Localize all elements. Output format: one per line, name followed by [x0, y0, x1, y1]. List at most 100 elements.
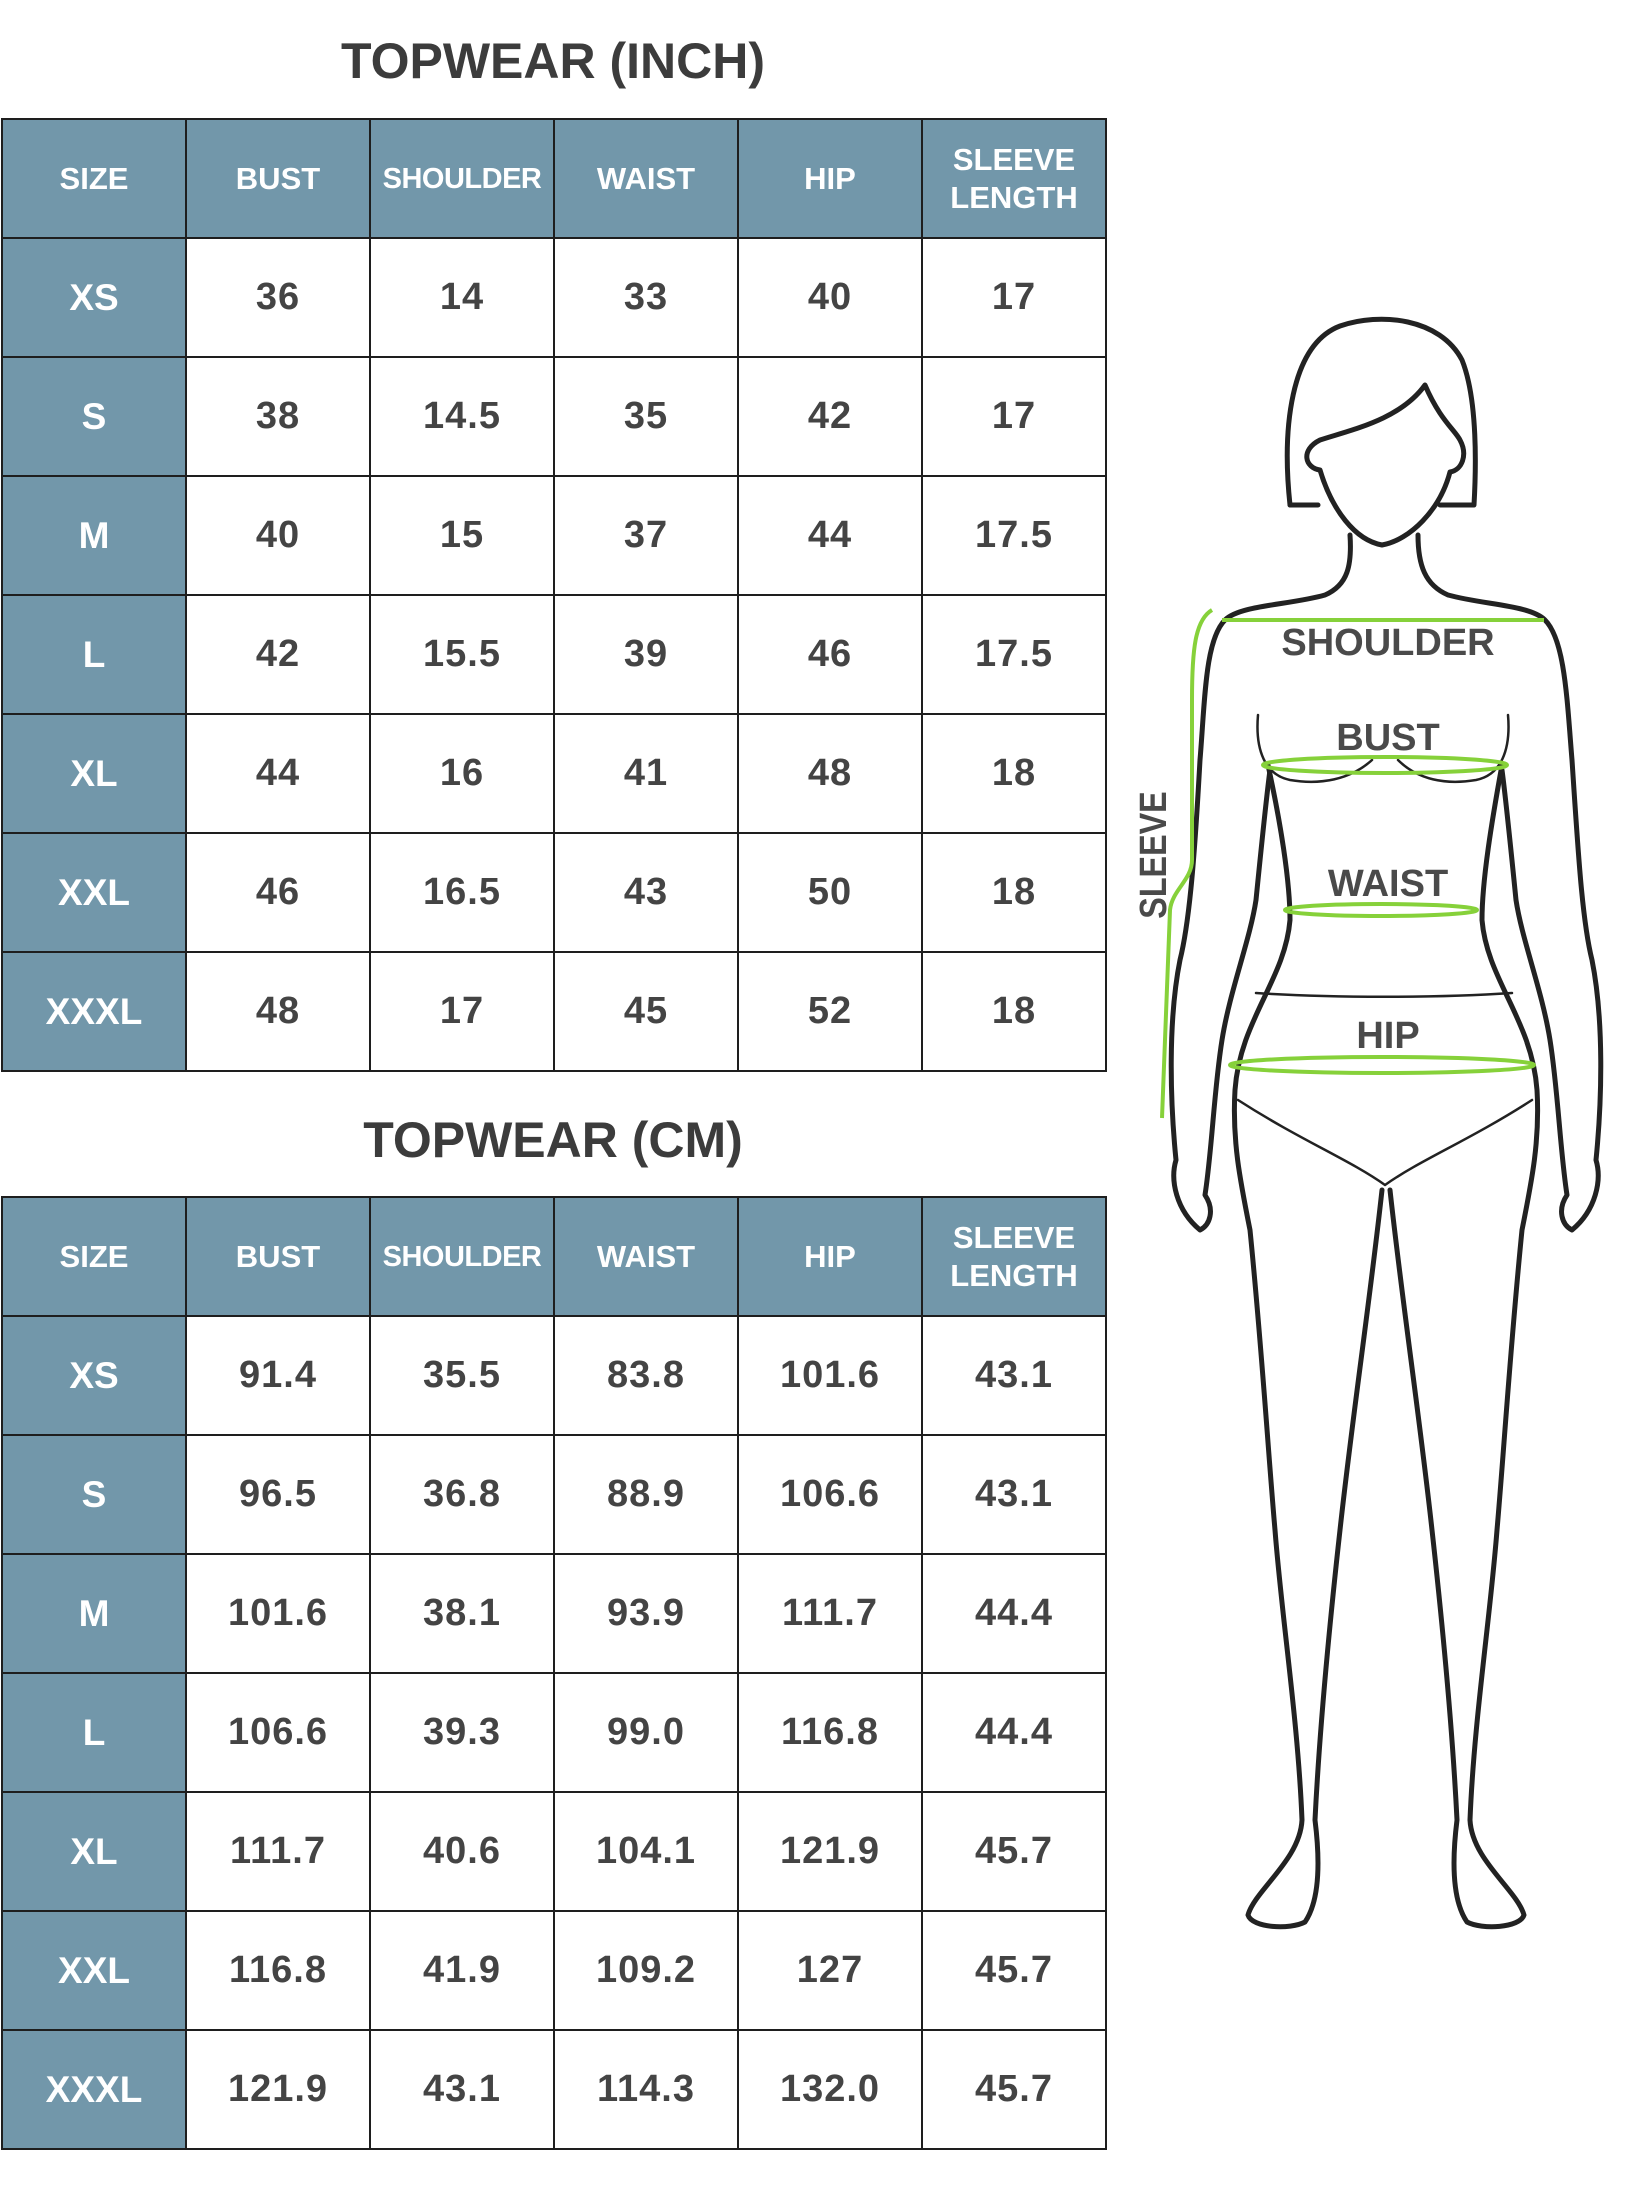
- measurement-cell: 17: [369, 951, 555, 1072]
- header-row: SIZE BUST SHOULDER WAIST HIP SLEEVE LENGTH: [1, 1196, 1107, 1317]
- measurement-cell: 96.5: [185, 1434, 371, 1555]
- measurement-cell: 132.0: [737, 2029, 923, 2150]
- measurement-cell: 45.7: [921, 1791, 1107, 1912]
- column-header: WAIST: [553, 1196, 739, 1317]
- measurement-cell: 46: [185, 832, 371, 953]
- measurement-cell: 101.6: [185, 1553, 371, 1674]
- measurement-cell: 88.9: [553, 1434, 739, 1555]
- measurement-cell: 48: [185, 951, 371, 1072]
- size-cell: XS: [1, 1315, 187, 1436]
- size-cell: XXL: [1, 1910, 187, 2031]
- measurement-cell: 40.6: [369, 1791, 555, 1912]
- measurement-cell: 45: [553, 951, 739, 1072]
- measurement-cell: 106.6: [737, 1434, 923, 1555]
- measurement-lines: [1160, 608, 1544, 1119]
- sleeve-label: SLEEVE: [1133, 791, 1175, 918]
- measurement-cell: 43: [553, 832, 739, 953]
- measurement-cell: 114.3: [553, 2029, 739, 2150]
- measurement-cell: 36.8: [369, 1434, 555, 1555]
- measurement-cell: 17: [921, 237, 1107, 358]
- measurement-cell: 42: [737, 356, 923, 477]
- column-header: SLEEVE LENGTH: [921, 1196, 1107, 1317]
- measurement-cell: 39: [553, 594, 739, 715]
- measurement-cell: 18: [921, 713, 1107, 834]
- bust-label: BUST: [1336, 717, 1439, 759]
- table-title-cm: TOPWEAR (CM): [363, 1112, 743, 1168]
- measurement-cell: 109.2: [553, 1910, 739, 2031]
- size-table-cm: SIZE BUST SHOULDER WAIST HIP SLEEVE LENGTH XS 91…: [1, 1196, 1107, 2150]
- measurement-cell: 35.5: [369, 1315, 555, 1436]
- measurement-cell: 116.8: [737, 1672, 923, 1793]
- measurement-cell: 15: [369, 475, 555, 596]
- measurement-cell: 36: [185, 237, 371, 358]
- measurement-cell: 17: [921, 356, 1107, 477]
- measurement-cell: 46: [737, 594, 923, 715]
- column-header: BUST: [185, 1196, 371, 1317]
- measurement-cell: 111.7: [737, 1553, 923, 1674]
- size-cell: XXXL: [1, 2029, 187, 2150]
- body-outline: [1168, 316, 1604, 1930]
- column-header: SIZE: [1, 118, 187, 239]
- size-cell: M: [1, 1553, 187, 1674]
- column-header: SHOULDER: [369, 1196, 555, 1317]
- column-header: WAIST: [553, 118, 739, 239]
- size-cell: XL: [1, 713, 187, 834]
- size-cell: L: [1, 594, 187, 715]
- measurement-cell: 40: [185, 475, 371, 596]
- shoulder-label: SHOULDER: [1281, 622, 1494, 664]
- measurement-cell: 43.1: [369, 2029, 555, 2150]
- column-header: BUST: [185, 118, 371, 239]
- size-cell: XL: [1, 1791, 187, 1912]
- table-row: L 106.6 39.3 99.0 116.8 44.4: [1, 1672, 1107, 1793]
- measurement-cell: 14: [369, 237, 555, 358]
- measurement-cell: 37: [553, 475, 739, 596]
- size-cell: M: [1, 475, 187, 596]
- measurement-cell: 35: [553, 356, 739, 477]
- measurement-cell: 43.1: [921, 1315, 1107, 1436]
- header-row: SIZE BUST SHOULDER WAIST HIP SLEEVE LENGTH: [1, 118, 1107, 239]
- table-title-inch: TOPWEAR (INCH): [340, 33, 766, 89]
- column-header: SLEEVE LENGTH: [921, 118, 1107, 239]
- column-header: HIP: [737, 118, 923, 239]
- table-row: L 42 15.5 39 46 17.5: [1, 594, 1107, 715]
- measurement-cell: 121.9: [737, 1791, 923, 1912]
- table-row: XXXL 48 17 45 52 18: [1, 951, 1107, 1072]
- table-row: M 101.6 38.1 93.9 111.7 44.4: [1, 1553, 1107, 1674]
- measurement-cell: 111.7: [185, 1791, 371, 1912]
- table-row: S 96.5 36.8 88.9 106.6 43.1: [1, 1434, 1107, 1555]
- measurement-cell: 44.4: [921, 1553, 1107, 1674]
- column-header: HIP: [737, 1196, 923, 1317]
- column-header: SHOULDER: [369, 118, 555, 239]
- measurement-cell: 16.5: [369, 832, 555, 953]
- size-cell: L: [1, 1672, 187, 1793]
- table-row: XXXL 121.9 43.1 114.3 132.0 45.7: [1, 2029, 1107, 2150]
- table-row: M 40 15 37 44 17.5: [1, 475, 1107, 596]
- table-row: XL 44 16 41 48 18: [1, 713, 1107, 834]
- measurement-cell: 40: [737, 237, 923, 358]
- measurement-cell: 18: [921, 832, 1107, 953]
- measurement-cell: 42: [185, 594, 371, 715]
- table-row: XXL 46 16.5 43 50 18: [1, 832, 1107, 953]
- measurement-cell: 83.8: [553, 1315, 739, 1436]
- column-header: SIZE: [1, 1196, 187, 1317]
- measurement-cell: 45.7: [921, 1910, 1107, 2031]
- table-row: S 38 14.5 35 42 17: [1, 356, 1107, 477]
- measurement-cell: 91.4: [185, 1315, 371, 1436]
- table-row: XS 36 14 33 40 17: [1, 237, 1107, 358]
- hip-line: [1228, 1055, 1536, 1075]
- hip-label: HIP: [1356, 1015, 1419, 1057]
- measurement-cell: 48: [737, 713, 923, 834]
- size-cell: S: [1, 356, 187, 477]
- measurement-cell: 41.9: [369, 1910, 555, 2031]
- measurement-cell: 99.0: [553, 1672, 739, 1793]
- table-row: XS 91.4 35.5 83.8 101.6 43.1: [1, 1315, 1107, 1436]
- measurement-cell: 44: [737, 475, 923, 596]
- measurement-cell: 17.5: [921, 594, 1107, 715]
- table-row: XL 111.7 40.6 104.1 121.9 45.7: [1, 1791, 1107, 1912]
- measurement-cell: 44.4: [921, 1672, 1107, 1793]
- size-table-inch: SIZE BUST SHOULDER WAIST HIP SLEEVE LENGTH XS 36…: [1, 118, 1107, 1072]
- waist-line: [1283, 902, 1479, 918]
- measurement-cell: 52: [737, 951, 923, 1072]
- size-cell: XXL: [1, 832, 187, 953]
